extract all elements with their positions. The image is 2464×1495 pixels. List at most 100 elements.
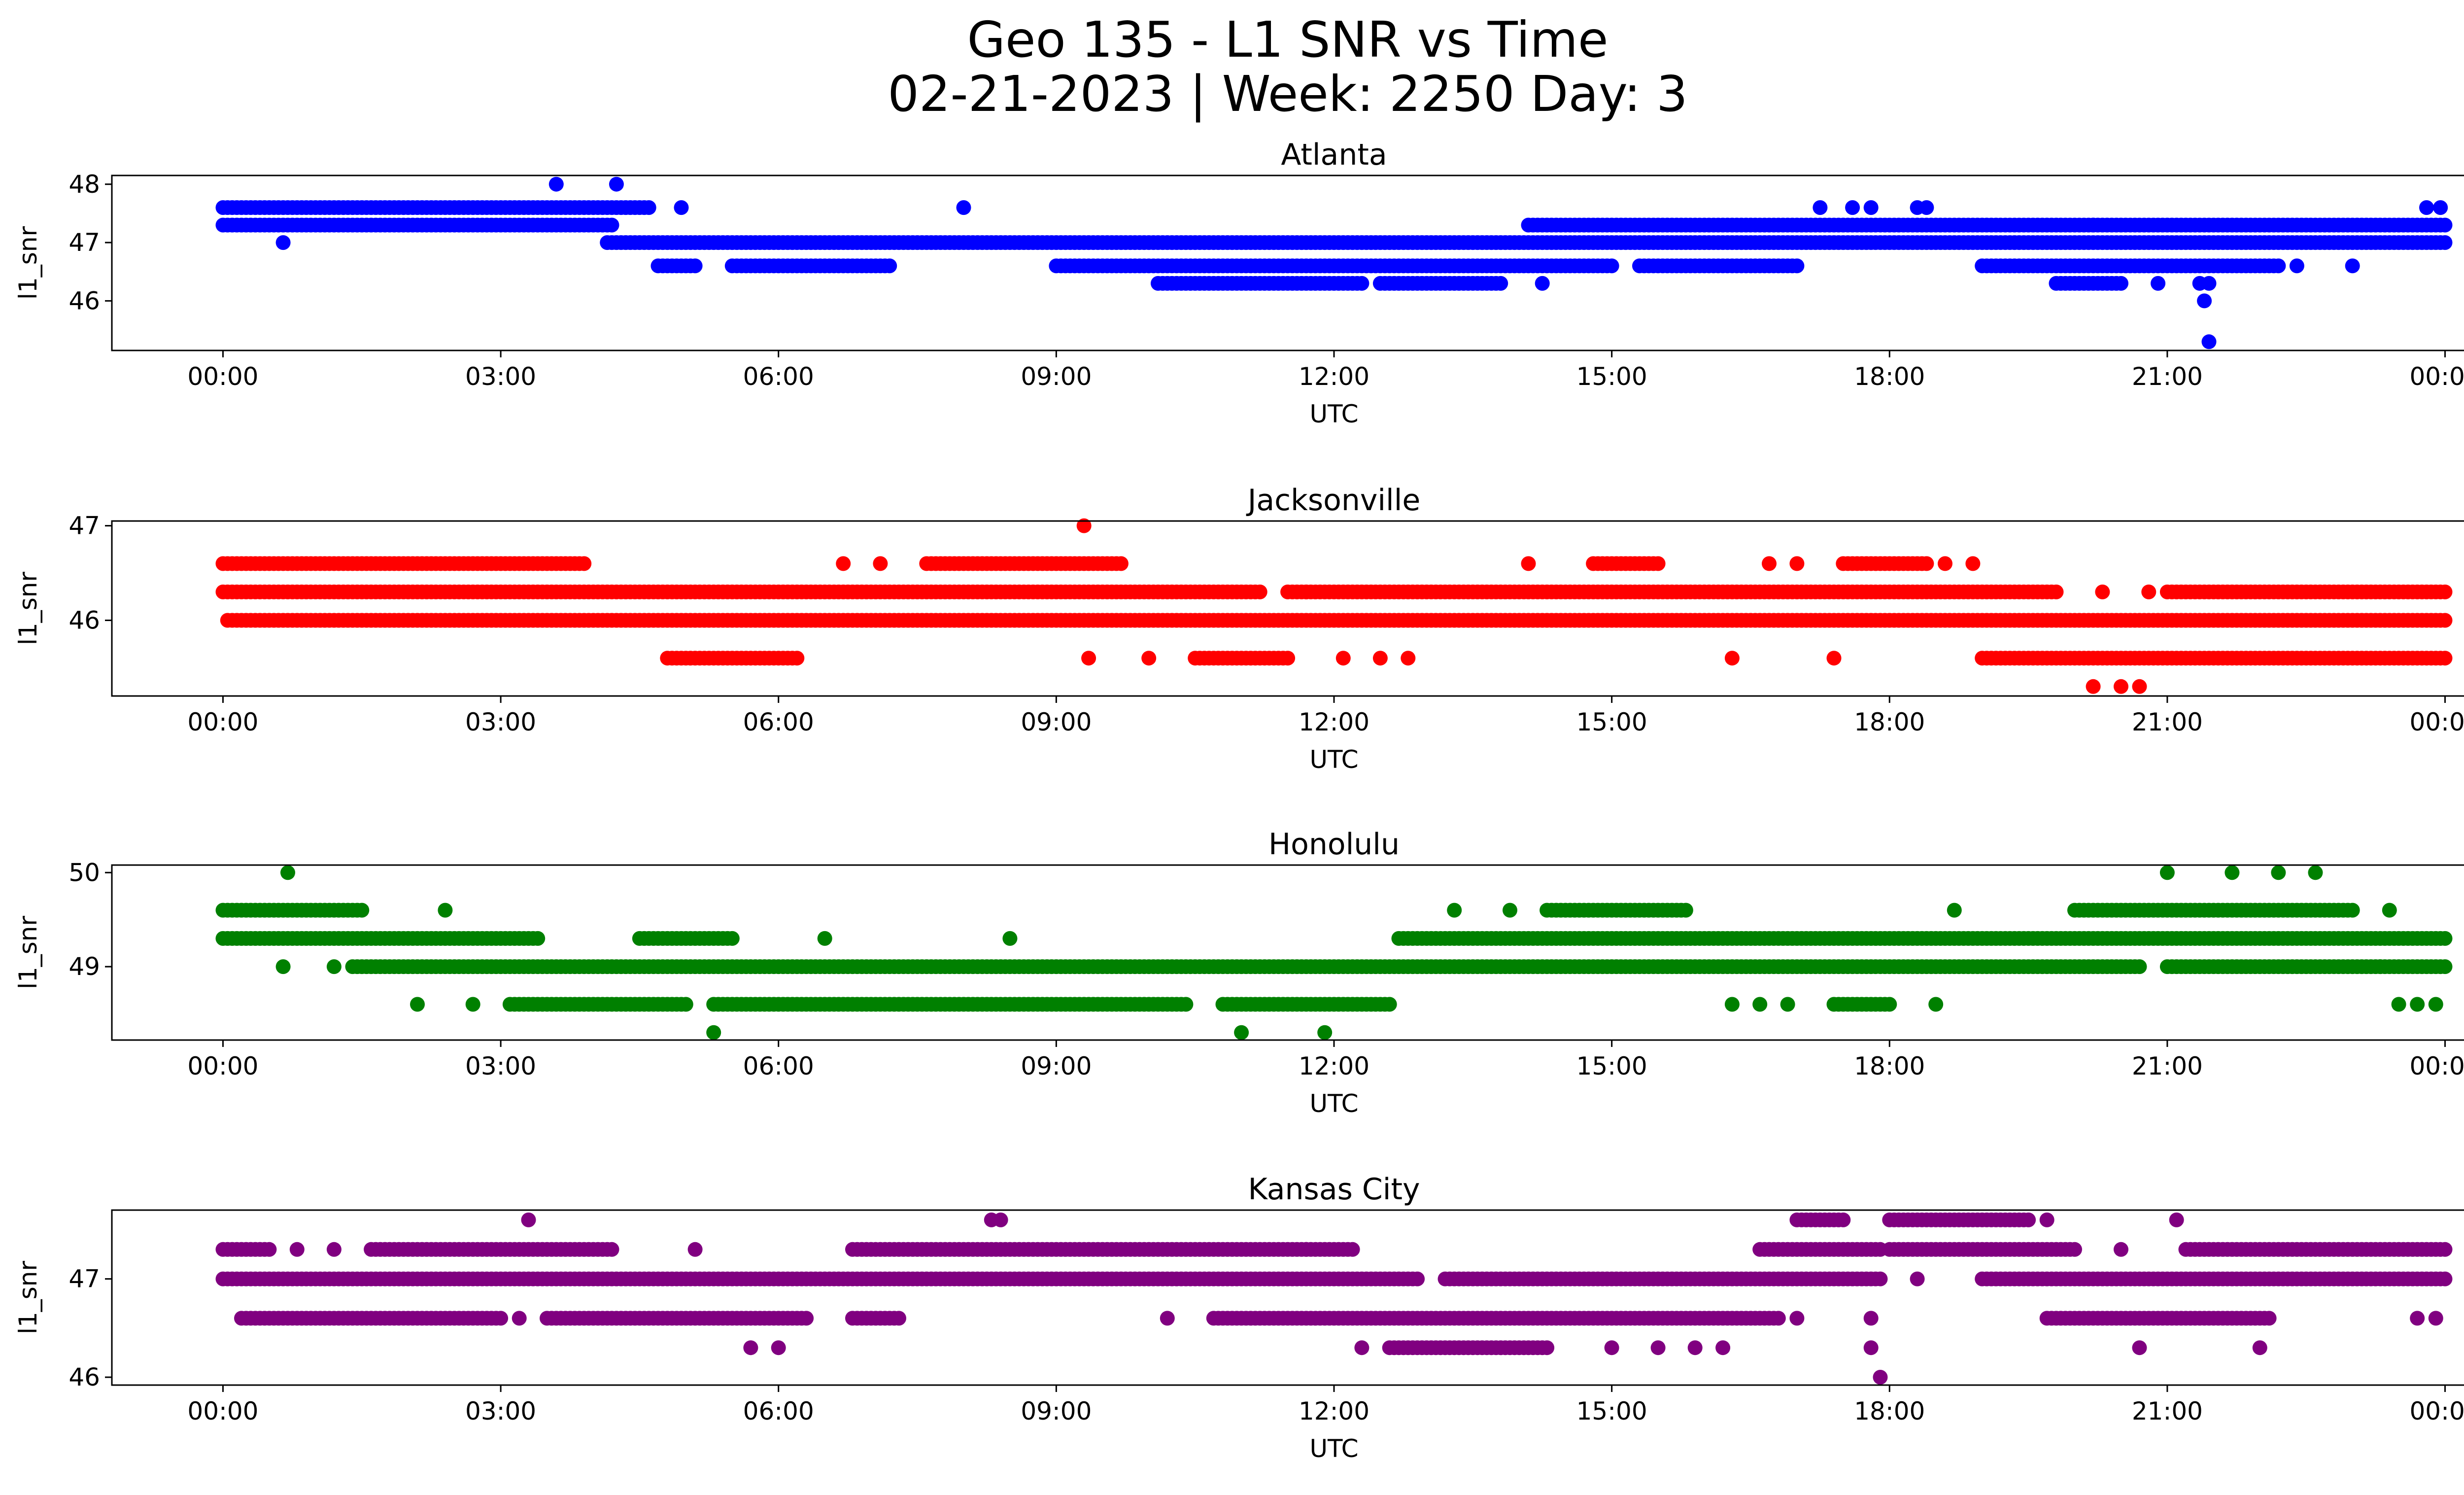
data-point [641, 200, 656, 215]
data-point [2437, 959, 2453, 974]
data-points [215, 1212, 2453, 1385]
data-point [2437, 1271, 2453, 1286]
data-point [789, 651, 805, 666]
data-points [215, 865, 2453, 1040]
x-tick-label: 15:00 [1576, 362, 1647, 391]
data-point [882, 258, 897, 274]
data-point [280, 865, 295, 880]
data-point [836, 556, 851, 571]
data-point [2114, 679, 2128, 694]
data-point [2095, 584, 2110, 599]
data-point [724, 931, 740, 946]
x-tick-label: 00:00 [187, 1397, 258, 1425]
data-point [1234, 1025, 1249, 1040]
data-point [1372, 651, 1388, 666]
y-tick-label: 47 [68, 228, 100, 257]
x-tick-label: 12:00 [1299, 1397, 1369, 1425]
data-point [577, 556, 592, 571]
data-point [1113, 556, 1129, 571]
x-tick-label: 03:00 [465, 1397, 536, 1425]
data-point [2021, 1212, 2036, 1227]
x-tick-label: 00:00 [2409, 362, 2464, 391]
data-point [2410, 1311, 2425, 1326]
data-point [1873, 1370, 1888, 1385]
data-point [678, 997, 693, 1012]
figure-title: Geo 135 - L1 SNR vs Time [967, 11, 1608, 69]
data-point [687, 1242, 703, 1257]
x-tick-label: 18:00 [1854, 1052, 1925, 1080]
data-point [1771, 1311, 1786, 1326]
x-axis-label: UTC [1309, 1434, 1358, 1463]
data-point [1762, 556, 1777, 571]
data-point [1493, 276, 1508, 291]
data-point [2169, 1212, 2184, 1227]
subplot-title: Jacksonville [1246, 483, 1421, 518]
data-point [1178, 997, 1194, 1012]
data-point [1447, 903, 1462, 918]
data-point [465, 997, 480, 1012]
y-axis-label: l1_snr [14, 916, 42, 989]
data-point [1919, 556, 1934, 571]
data-point [2419, 200, 2434, 215]
data-point [1780, 997, 1795, 1012]
x-tick-label: 09:00 [1021, 1397, 1092, 1425]
data-point [1724, 651, 1740, 666]
data-point [2289, 258, 2304, 274]
data-point [548, 176, 564, 192]
x-tick-label: 06:00 [743, 1052, 814, 1080]
data-point [1345, 1242, 1360, 1257]
data-point [1317, 1025, 1333, 1040]
data-point [2410, 997, 2425, 1012]
data-point [817, 931, 832, 946]
data-point [743, 1340, 758, 1356]
x-tick-label: 21:00 [2132, 708, 2203, 736]
data-point [1863, 1340, 1879, 1356]
data-point [2197, 293, 2212, 309]
data-point [410, 997, 425, 1012]
axes-frame [111, 520, 2464, 697]
data-point [2201, 276, 2217, 291]
x-axis-label: UTC [1309, 1089, 1358, 1118]
x-tick-label: 21:00 [2132, 362, 2203, 391]
data-point [2132, 959, 2147, 974]
data-point [891, 1311, 906, 1326]
data-point [2141, 584, 2156, 599]
data-point [1401, 651, 1416, 666]
data-point [1535, 276, 1550, 291]
data-point [993, 1212, 1008, 1227]
y-axis-label: l1_snr [14, 226, 42, 300]
data-point [1002, 931, 1018, 946]
data-point [2437, 651, 2453, 666]
y-tick-label: 50 [68, 858, 100, 887]
data-point [1299, 1242, 1314, 1257]
data-point [521, 1212, 536, 1227]
data-point [1503, 903, 1517, 918]
data-point [1141, 651, 1157, 666]
x-tick-label: 15:00 [1576, 1397, 1647, 1425]
data-point [1604, 258, 1619, 274]
data-point [2271, 865, 2286, 880]
data-point [674, 200, 689, 215]
x-axis-label: UTC [1309, 400, 1358, 428]
data-point [326, 959, 342, 974]
data-point [1252, 584, 1267, 599]
data-points [215, 176, 2453, 349]
y-tick-label: 48 [68, 170, 100, 199]
data-point [799, 1311, 814, 1326]
data-point [687, 258, 703, 274]
y-tick-label: 46 [68, 606, 100, 634]
data-point [2373, 959, 2388, 974]
data-point [2437, 584, 2453, 599]
data-point [2261, 1311, 2277, 1326]
data-point [1752, 997, 1768, 1012]
data-point [1947, 903, 1962, 918]
data-point [2201, 334, 2217, 349]
data-point [1724, 997, 1740, 1012]
data-point [1354, 1340, 1369, 1356]
data-point [1863, 1311, 1879, 1326]
data-point [873, 556, 888, 571]
axes-frame [111, 1209, 2464, 1386]
